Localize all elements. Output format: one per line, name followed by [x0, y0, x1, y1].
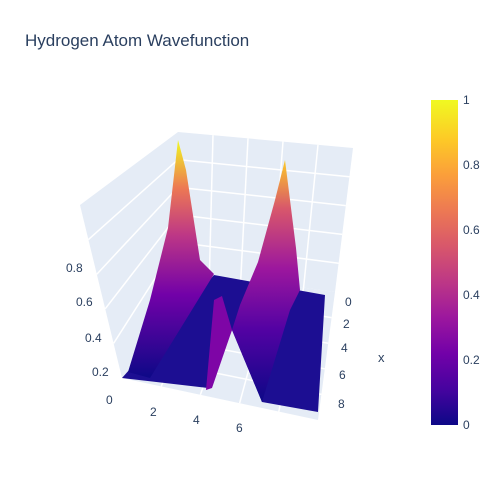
x-tick-label: 4 [341, 341, 348, 355]
gridline [302, 144, 319, 288]
colorbar-tick-label: 0 [463, 418, 470, 432]
x-tick-label: 6 [339, 368, 346, 382]
z-tick-label: 0.6 [76, 295, 93, 309]
gridline [240, 138, 249, 279]
back-wall-right [178, 132, 353, 292]
y-tick-label: 6 [236, 421, 243, 435]
x-axis-label: x [378, 350, 385, 365]
surface-peak-left [128, 140, 214, 378]
surface-peak-right [232, 160, 300, 402]
colorbar: 0 0.2 0.4 0.6 0.8 1 [431, 93, 480, 432]
gridline [87, 159, 179, 241]
x-axis-ticks: 0 2 4 6 8 [338, 295, 352, 411]
y-tick-label: 4 [193, 413, 200, 427]
colorbar-tick-label: 1 [463, 93, 470, 107]
colorbar-ticks: 0 0.2 0.4 0.6 0.8 1 [463, 93, 480, 432]
colorbar-gradient [431, 100, 458, 425]
gridline [177, 214, 343, 236]
colorbar-tick-label: 0.4 [463, 288, 480, 302]
gridline [177, 186, 346, 207]
chart-title: Hydrogen Atom Wavefunction [25, 31, 249, 50]
z-axis-ticks: 0.8 0.6 0.4 0.2 [66, 261, 109, 379]
x-tick-label: 0 [345, 295, 352, 309]
gridline [177, 158, 350, 178]
gridline [177, 241, 339, 264]
x-tick-label: 2 [343, 317, 350, 331]
surface-plot [122, 140, 325, 412]
z-tick-label: 0.4 [85, 331, 102, 345]
y-axis-ticks: 0 2 4 6 [106, 393, 243, 435]
z-tick-label: 0.2 [92, 365, 109, 379]
z-tick-label: 0.8 [66, 261, 83, 275]
y-tick-label: 2 [150, 405, 157, 419]
gridline [208, 135, 214, 275]
surface-valley [206, 296, 232, 390]
x-tick-label: 8 [338, 397, 345, 411]
y-tick-label: 0 [106, 393, 113, 407]
gridline [104, 214, 179, 310]
colorbar-tick-label: 0.8 [463, 158, 480, 172]
gridline [96, 186, 179, 275]
colorbar-tick-label: 0.6 [463, 223, 480, 237]
colorbar-tick-label: 0.2 [463, 353, 480, 367]
